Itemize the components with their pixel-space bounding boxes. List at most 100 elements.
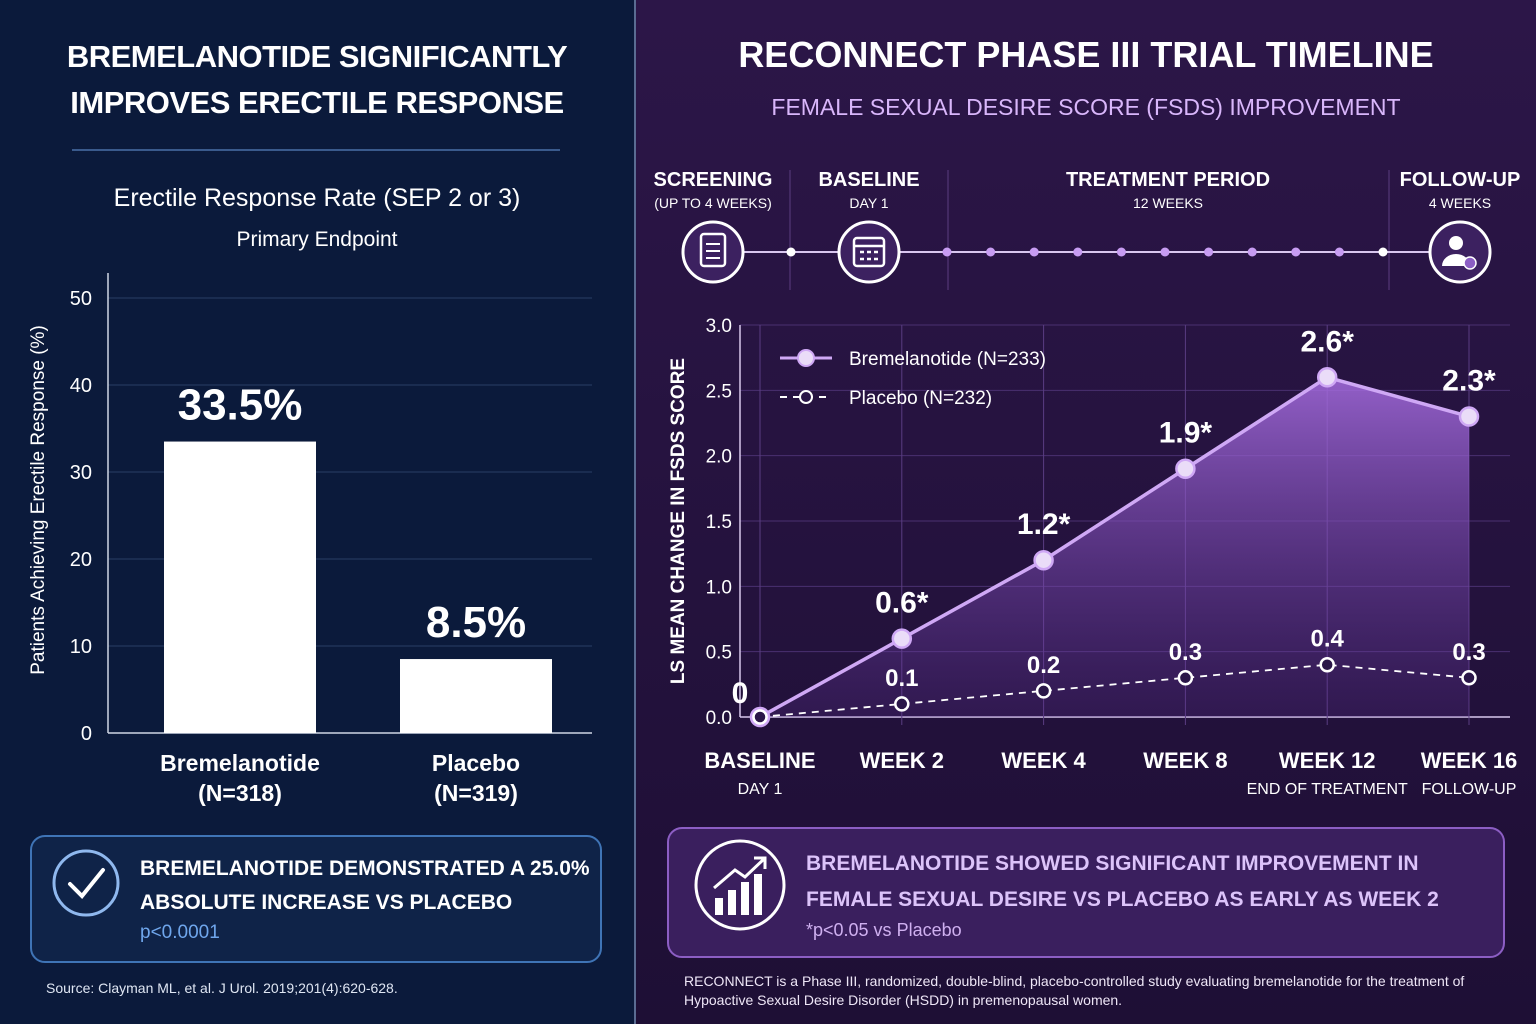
growth-arrow	[713, 856, 767, 890]
x-tick-label: WEEK 16	[1421, 748, 1518, 773]
point	[1319, 656, 1335, 673]
y-tick-label: 30	[70, 462, 92, 484]
x-tick-note: END OF TREATMENT	[1247, 781, 1408, 798]
point	[1177, 670, 1194, 686]
y-tick-label: 50	[70, 288, 92, 310]
timeline-dot	[786, 247, 796, 257]
line	[759, 663, 1470, 718]
timeline-sub: DAY 1	[849, 195, 889, 211]
point	[752, 709, 768, 725]
value-label: 0.3	[1452, 639, 1485, 666]
callout-box	[30, 835, 602, 963]
point	[1175, 458, 1196, 479]
point	[894, 696, 910, 712]
y-tick-label: 10	[70, 636, 92, 658]
timeline-dots	[786, 247, 1388, 257]
growth-bars	[715, 874, 762, 915]
value-label: 1.2*	[1017, 508, 1071, 541]
timeline-dot	[1204, 247, 1214, 257]
timeline-label: FOLLOW-UP	[1399, 169, 1521, 191]
value-label: 0.2	[1027, 652, 1060, 679]
point	[1458, 406, 1480, 427]
x-tick-label: Bremelanotide (N=318)	[160, 750, 320, 806]
y-tick-label: 0.5	[706, 643, 732, 664]
bar	[164, 441, 316, 733]
line	[759, 375, 1470, 719]
x-tick-label: WEEK 12	[1279, 748, 1376, 773]
charts: 0 10 20 30 40 50 Patients Achieving Erectile R…	[28, 273, 1517, 798]
value-label: 33.5%	[178, 381, 303, 430]
chart-subtitle: Primary Endpoint	[236, 228, 398, 251]
chart-title: Erectile Response Rate (SEP 2 or 3)	[113, 184, 521, 212]
timeline-dot	[1160, 247, 1170, 257]
x-tick-label: WEEK 4	[1001, 748, 1086, 773]
timeline-label: SCREENING	[653, 169, 773, 191]
timeline-label: BASELINE	[818, 169, 920, 191]
timeline-separators	[789, 170, 1390, 290]
timeline-sub: 12 WEEKS	[1132, 195, 1204, 211]
timeline-dot	[1073, 247, 1083, 257]
source: Source: Clayman ML, et al. J Urol. 2019;…	[46, 980, 398, 996]
callout-text: BREMELANOTIDE SHOWED SIGNIFICANT IMPROVE…	[806, 852, 1439, 911]
timeline-dot	[1291, 247, 1301, 257]
y-tick-label: 3.0	[706, 316, 732, 337]
timeline-sub: 4 WEEKS	[1428, 195, 1492, 211]
callout-box	[667, 827, 1505, 958]
y-axis-label: Patients Achieving Erectile Response (%)	[28, 325, 49, 675]
x-tick-note: DAY 1	[738, 781, 783, 798]
growth-icon	[694, 839, 786, 931]
timeline-dot	[986, 247, 996, 257]
timeline-dot	[1247, 247, 1257, 257]
x-tick-note: FOLLOW-UP	[1422, 781, 1517, 798]
callout-text: BREMELANOTIDE DEMONSTRATED A 25.0% ABSOL…	[140, 857, 590, 914]
y-tick-label: 20	[70, 549, 92, 571]
value-label: 1.9*	[1159, 417, 1213, 450]
point	[1035, 683, 1052, 699]
y-tick-label: 40	[70, 375, 92, 397]
y-axis-label: LS MEAN CHANGE IN FSDS SCORE	[668, 358, 689, 684]
point	[1033, 549, 1054, 571]
value-label: 2.6*	[1301, 325, 1355, 358]
timeline-sub: (UP TO 4 WEEKS)	[654, 195, 772, 211]
timeline-dot	[1378, 247, 1388, 257]
footnote: RECONNECT is a Phase III, randomized, do…	[684, 973, 1465, 1008]
x-tick-label: WEEK 2	[860, 748, 944, 773]
area	[760, 377, 1469, 717]
value-label: 0.4	[1311, 626, 1345, 653]
value-label: 2.3*	[1442, 364, 1496, 397]
legend-marker	[797, 349, 815, 367]
value-label: 8.5%	[426, 598, 526, 647]
left-title: BREMELANOTIDE SIGNIFICANTLY IMPROVES ERE…	[66, 39, 568, 120]
y-tick-label: 1.0	[706, 577, 732, 598]
point	[1461, 670, 1477, 686]
timeline-dot	[1029, 247, 1039, 257]
point	[1316, 367, 1338, 388]
y-tick-label: 0.0	[706, 708, 732, 729]
timeline-dot	[942, 247, 952, 257]
check-icon	[52, 849, 120, 917]
y-tick-label: 2.0	[706, 447, 732, 468]
value-label: 0.1	[885, 665, 918, 692]
y-tick-label: 0	[81, 723, 92, 745]
y-tick-label: 1.5	[706, 512, 732, 533]
callout-note: *p<0.05 vs Placebo	[806, 920, 962, 940]
value-label: 0	[732, 677, 749, 710]
x-tick-label: WEEK 8	[1143, 748, 1227, 773]
timeline-label: TREATMENT PERIOD	[1065, 169, 1271, 191]
check-mark	[68, 868, 105, 899]
timeline-icons	[681, 220, 1492, 284]
legend-label: Bremelanotide (N=233)	[849, 349, 1046, 370]
x-tick-label: BASELINE	[704, 748, 815, 773]
point	[891, 628, 913, 649]
callout-note: p<0.0001	[140, 922, 220, 943]
timeline-dot	[1334, 247, 1344, 257]
value-label: 0.6*	[875, 587, 929, 620]
timeline-dot	[1116, 247, 1126, 257]
y-tick-label: 2.5	[706, 381, 732, 402]
value-label: 0.3	[1169, 639, 1202, 666]
bar	[400, 659, 552, 733]
legend-marker	[799, 390, 813, 404]
right-subtitle: FEMALE SEXUAL DESIRE SCORE (FSDS) IMPROV…	[771, 94, 1401, 120]
